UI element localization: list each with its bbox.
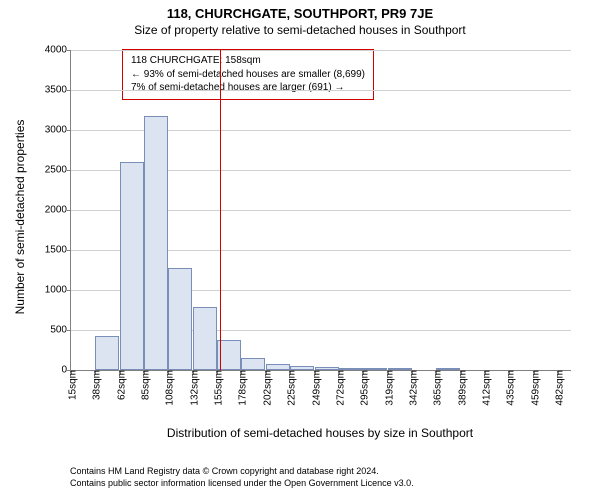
histogram-bar	[95, 336, 119, 370]
xtick-label: 38sqm	[88, 370, 103, 400]
xtick-label: 389sqm	[454, 370, 469, 406]
chart-title-sub: Size of property relative to semi-detach…	[0, 21, 600, 37]
histogram-bar	[168, 268, 192, 370]
chart-title-main: 118, CHURCHGATE, SOUTHPORT, PR9 7JE	[0, 0, 600, 21]
xtick-label: 202sqm	[259, 370, 274, 406]
xtick-label: 178sqm	[234, 370, 249, 406]
xtick-label: 108sqm	[161, 370, 176, 406]
gridline-h	[71, 90, 571, 91]
gridline-h	[71, 50, 571, 51]
xtick-label: 62sqm	[113, 370, 128, 400]
xtick-label: 85sqm	[137, 370, 152, 400]
ytick-label: 1000	[45, 285, 71, 296]
ytick-label: 1500	[45, 245, 71, 256]
xtick-label: 435sqm	[502, 370, 517, 406]
xtick-label: 249sqm	[308, 370, 323, 406]
ytick-label: 2000	[45, 205, 71, 216]
xtick-label: 155sqm	[210, 370, 225, 406]
xtick-label: 412sqm	[478, 370, 493, 406]
ytick-label: 3500	[45, 85, 71, 96]
histogram-bar	[241, 358, 265, 370]
x-axis-label: Distribution of semi-detached houses by …	[70, 426, 570, 440]
ytick-label: 2500	[45, 165, 71, 176]
histogram-bar	[120, 162, 144, 370]
xtick-label: 272sqm	[332, 370, 347, 406]
reference-line	[220, 50, 221, 370]
xtick-label: 225sqm	[283, 370, 298, 406]
xtick-label: 459sqm	[527, 370, 542, 406]
footer-line-2: Contains public sector information licen…	[70, 478, 414, 490]
footer-attribution: Contains HM Land Registry data © Crown c…	[70, 466, 414, 489]
histogram-plot-area: 0500100015002000250030003500400015sqm38s…	[70, 50, 571, 371]
xtick-label: 295sqm	[356, 370, 371, 406]
histogram-bar	[193, 307, 217, 370]
xtick-label: 365sqm	[429, 370, 444, 406]
xtick-label: 15sqm	[64, 370, 79, 400]
histogram-bar	[144, 116, 168, 370]
footer-line-1: Contains HM Land Registry data © Crown c…	[70, 466, 414, 478]
ytick-label: 500	[50, 325, 71, 336]
xtick-label: 342sqm	[405, 370, 420, 406]
ytick-label: 4000	[45, 45, 71, 56]
xtick-label: 132sqm	[186, 370, 201, 406]
xtick-label: 319sqm	[381, 370, 396, 406]
y-axis-label: Number of semi-detached properties	[13, 117, 27, 317]
ytick-label: 3000	[45, 125, 71, 136]
xtick-label: 482sqm	[551, 370, 566, 406]
